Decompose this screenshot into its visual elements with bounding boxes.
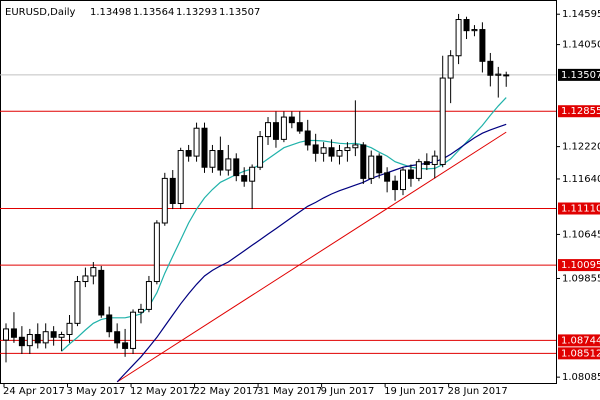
candle-body xyxy=(288,116,295,124)
level-label-box xyxy=(558,259,600,272)
level-label-box xyxy=(558,202,600,215)
candle-body xyxy=(241,175,248,182)
candle-body xyxy=(376,155,383,174)
candle-body xyxy=(328,147,335,157)
level-label: 1.11110 xyxy=(561,204,600,215)
candle-body xyxy=(58,333,65,338)
candle-body xyxy=(447,55,454,79)
candle-body xyxy=(249,166,256,182)
candle-body xyxy=(225,158,232,171)
y-tick-label: 1.12220 xyxy=(562,142,600,153)
candle-body xyxy=(495,73,502,76)
level-label: 1.10095 xyxy=(561,260,600,271)
plot-frame xyxy=(0,0,557,384)
candle-body xyxy=(26,333,33,347)
candle-body xyxy=(471,29,478,32)
candle-body xyxy=(400,169,406,191)
candle-body xyxy=(312,144,319,154)
candle-body xyxy=(503,74,510,77)
level-label: 1.08744 xyxy=(561,335,600,346)
level-label: 1.08512 xyxy=(561,348,600,359)
x-tick-label: 12 May 2017 xyxy=(130,386,195,397)
candle-body xyxy=(392,180,399,191)
ohlc-value: 1.13564 xyxy=(133,7,174,18)
y-tick-label: 1.10645 xyxy=(562,229,600,240)
candle-body xyxy=(145,281,152,310)
y-tick-label: 1.14050 xyxy=(562,40,600,51)
candle-body xyxy=(161,177,168,224)
candle-body xyxy=(487,60,494,76)
candle-body xyxy=(130,311,137,349)
level-label-box xyxy=(558,334,600,347)
candle-body xyxy=(42,331,49,344)
candle-body xyxy=(423,161,430,165)
candle-body xyxy=(431,155,438,165)
candle-body xyxy=(296,122,303,132)
candle-body xyxy=(217,150,224,171)
level-label-box xyxy=(558,347,600,360)
y-tick-label: 1.11640 xyxy=(562,174,600,185)
candle-body xyxy=(265,122,272,138)
candle-body xyxy=(34,333,41,344)
ohlc-value: 1.13507 xyxy=(219,7,260,18)
candle-body xyxy=(193,127,200,157)
candle-body xyxy=(257,136,264,168)
candle-body xyxy=(280,116,287,140)
candle-body xyxy=(407,169,414,179)
candle-body xyxy=(18,336,25,347)
x-tick-label: 28 Jun 2017 xyxy=(448,386,508,397)
candle-body xyxy=(439,77,446,165)
candle-body xyxy=(368,155,375,179)
level-label: 1.12855 xyxy=(561,106,600,117)
y-tick-label: 1.14595 xyxy=(562,9,600,20)
candle-body xyxy=(352,144,359,149)
ohlc-value: 1.13498 xyxy=(90,7,131,18)
candle-body xyxy=(479,29,486,62)
x-tick-label: 19 Jun 2017 xyxy=(384,386,444,397)
candle-body xyxy=(177,150,184,204)
candle-body xyxy=(82,275,89,283)
current-price-box xyxy=(558,68,600,81)
candle-body xyxy=(455,19,462,57)
y-tick-label: 1.08085 xyxy=(562,372,600,383)
candle-body xyxy=(272,122,279,140)
candle-body xyxy=(114,331,121,344)
candle-body xyxy=(66,322,73,335)
candle-body xyxy=(153,222,160,283)
x-tick-label: 31 May 2017 xyxy=(257,386,322,397)
candle-body xyxy=(90,267,97,277)
candle-body xyxy=(10,328,17,338)
candle-body xyxy=(360,144,367,179)
trendline xyxy=(116,131,507,383)
chart-title: EURUSD,Daily xyxy=(5,7,76,18)
candle-body xyxy=(463,19,470,32)
candle-body xyxy=(122,342,129,349)
candle-body xyxy=(3,328,9,341)
level-label-box xyxy=(558,105,600,118)
ohlc-value: 1.13293 xyxy=(176,7,217,18)
candle-body xyxy=(185,150,192,157)
candle-body xyxy=(344,147,351,152)
candle-body xyxy=(50,331,57,338)
candle-body xyxy=(98,269,105,316)
x-tick-label: 9 Jun 2017 xyxy=(321,386,375,397)
candle-body xyxy=(233,158,240,177)
y-tick-label: 1.09855 xyxy=(562,273,600,284)
candle-body xyxy=(106,314,113,333)
candle-body xyxy=(384,172,391,182)
x-tick-label: 22 May 2017 xyxy=(194,386,259,397)
candle-body xyxy=(304,130,311,146)
candle-body xyxy=(336,150,343,157)
candle-body xyxy=(137,308,144,313)
candle-body xyxy=(201,127,208,168)
candle-body xyxy=(169,177,176,204)
candle-body xyxy=(320,147,327,154)
x-tick-label: 3 May 2017 xyxy=(67,386,126,397)
x-tick-label: 24 Apr 2017 xyxy=(3,386,65,397)
current-price-label: 1.13507 xyxy=(561,70,600,81)
candle-body xyxy=(74,281,81,324)
candle-body xyxy=(415,161,422,179)
candle-body xyxy=(209,150,216,168)
